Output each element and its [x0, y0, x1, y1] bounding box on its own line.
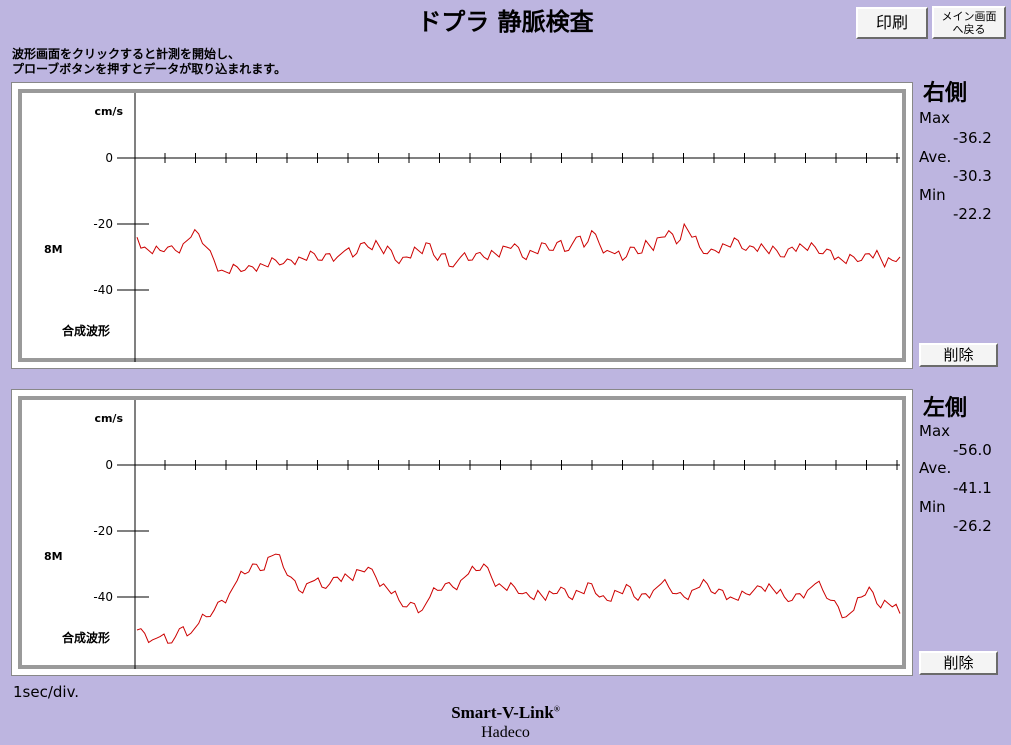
min-value: -26.2 [953, 517, 992, 535]
max-label: Max [919, 422, 951, 440]
tick-label: -40 [93, 590, 113, 604]
ave-value: -41.1 [953, 479, 992, 497]
gain-label: 8M [44, 550, 63, 563]
ave-label: Ave. [919, 459, 952, 477]
unit-label: cm/s [94, 105, 123, 118]
tick-label: 0 [105, 458, 113, 472]
unit-label: cm/s [94, 412, 123, 425]
delete-button-left[interactable]: 削除 [919, 651, 998, 675]
mode-label: 合成波形 [62, 630, 110, 645]
print-button[interactable]: 印刷 [856, 7, 928, 39]
back-to-main-button[interactable]: メイン画面 へ戻る [932, 6, 1006, 39]
min-label: Min [919, 186, 946, 204]
waveform-frame[interactable]: 0 -20 -40 cm/s 8M 合成波形 [18, 396, 906, 669]
brand-name-text: Smart-V-Link [451, 703, 554, 722]
back-to-main-label-line1: メイン画面 [941, 10, 997, 23]
max-value: -36.2 [953, 129, 992, 147]
min-value: -22.2 [953, 205, 992, 223]
time-scale: 1sec/div. [13, 683, 80, 701]
brand-name: Smart-V-Link® [0, 703, 1011, 723]
waveform-plot-right[interactable]: 0 -20 -40 cm/s 8M 合成波形 [22, 93, 906, 362]
gain-label: 8M [44, 243, 63, 256]
mode-label: 合成波形 [62, 323, 110, 338]
max-label: Max [919, 109, 951, 127]
waveform-frame[interactable]: 0 -20 -40 cm/s 8M 合成波形 [18, 89, 906, 362]
delete-button-right[interactable]: 削除 [919, 343, 998, 367]
tick-label: -20 [93, 524, 113, 538]
brand-company: Hadeco [481, 724, 530, 741]
max-value: -56.0 [953, 441, 992, 459]
instruction-line-1: 波形画面をクリックすると計測を開始し、 [12, 47, 241, 61]
instructions: 波形画面をクリックすると計測を開始し、 プローブボタンを押すとデータが取り込まれ… [12, 47, 286, 77]
ave-value: -30.3 [953, 167, 992, 185]
ave-label: Ave. [919, 148, 952, 166]
registered-mark: ® [553, 704, 560, 714]
waveform-panel-right[interactable]: 0 -20 -40 cm/s 8M 合成波形 [11, 82, 913, 369]
tick-label: -20 [93, 217, 113, 231]
min-label: Min [919, 498, 946, 516]
waveform-line [136, 222, 901, 275]
waveform-plot-left[interactable]: 0 -20 -40 cm/s 8M 合成波形 [22, 400, 906, 669]
page-title: ドプラ 静脈検査 [417, 8, 594, 36]
tick-label: -40 [93, 283, 113, 297]
back-to-main-label-line2: へ戻る [952, 23, 986, 36]
waveform-line [136, 553, 901, 644]
instruction-line-2: プローブボタンを押すとデータが取り込まれます。 [12, 62, 287, 76]
side-title-left: 左側 [923, 396, 968, 421]
waveform-panel-left[interactable]: 0 -20 -40 cm/s 8M 合成波形 [11, 389, 913, 676]
side-title-right: 右側 [923, 81, 968, 106]
tick-label: 0 [105, 151, 113, 165]
